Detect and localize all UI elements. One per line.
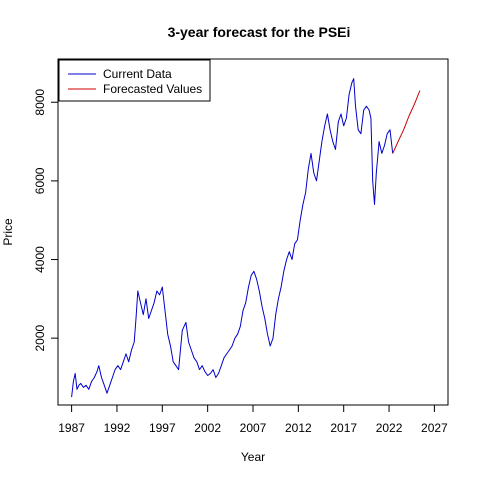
x-tick-label: 2017 — [330, 421, 357, 435]
x-tick-label: 2002 — [194, 421, 221, 435]
x-tick-label: 2007 — [240, 421, 267, 435]
y-axis-label: Price — [1, 218, 15, 246]
x-tick-label: 1992 — [104, 421, 131, 435]
y-tick-label: 2000 — [33, 324, 47, 351]
y-tick-label: 4000 — [33, 246, 47, 273]
y-tick-label: 6000 — [33, 167, 47, 194]
legend-box — [58, 59, 211, 102]
y-axis: 2000 4000 6000 8000 — [33, 89, 59, 352]
x-tick-label: 2027 — [421, 421, 448, 435]
y-tick-label: 8000 — [33, 89, 47, 116]
series-layer — [71, 78, 421, 398]
chart-title: 3-year forecast for the PSEi — [168, 24, 351, 40]
legend-label-current-data: Current Data — [103, 67, 172, 81]
legend-label-forecasted-values: Forecasted Values — [103, 82, 202, 96]
legend: Current Data Forecasted Values — [58, 59, 211, 102]
x-tick-label: 2022 — [376, 421, 403, 435]
x-tick-label: 2012 — [285, 421, 312, 435]
x-tick-label: 1997 — [149, 421, 176, 435]
series-line-current-data — [71, 78, 394, 398]
x-axis: 1987 1992 1997 2002 2007 2012 2017 2022 2027 — [58, 404, 448, 435]
series-line-forecasted-values — [392, 90, 421, 154]
x-tick-label: 1987 — [58, 421, 85, 435]
x-axis-label: Year — [241, 450, 265, 464]
